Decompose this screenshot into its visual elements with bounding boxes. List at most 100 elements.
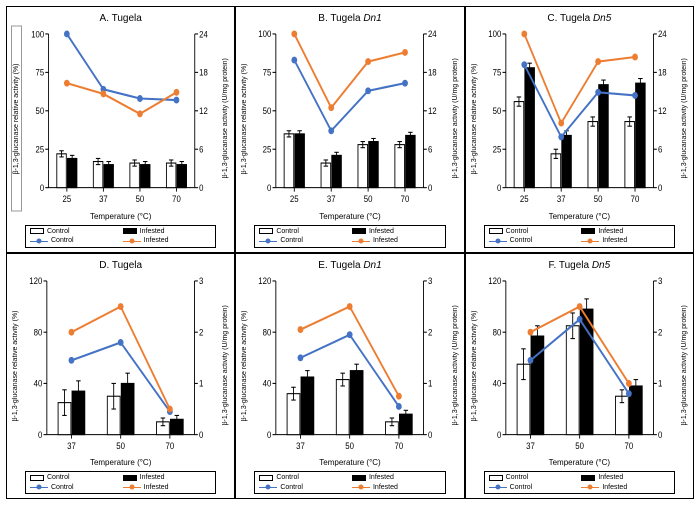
- line-swatch-icon: [259, 483, 277, 491]
- bar-swatch-icon: [352, 475, 366, 481]
- svg-text:40: 40: [263, 378, 272, 389]
- svg-text:0: 0: [199, 182, 204, 193]
- panel-title: C. Tugela Dn5: [468, 13, 691, 24]
- svg-text:2: 2: [658, 326, 663, 337]
- legend-bar-control-label: Control: [47, 474, 70, 481]
- legend-line-control: Control: [30, 483, 119, 491]
- bar-swatch-icon: [352, 228, 366, 234]
- svg-text:80: 80: [263, 326, 272, 337]
- line-swatch-icon: [489, 237, 507, 245]
- y-axis-right-label: β-1,3-glucanase activity (U/mg protein): [680, 273, 689, 459]
- svg-text:50: 50: [116, 440, 125, 451]
- svg-text:0: 0: [497, 429, 502, 440]
- svg-text:0: 0: [658, 429, 663, 440]
- svg-text:50: 50: [575, 440, 584, 451]
- svg-text:75: 75: [263, 67, 272, 78]
- svg-text:50: 50: [593, 194, 602, 205]
- svg-text:50: 50: [36, 105, 45, 116]
- svg-text:120: 120: [29, 275, 42, 286]
- svg-text:50: 50: [492, 105, 501, 116]
- x-axis-label: Temperature (°C): [9, 458, 232, 467]
- svg-text:25: 25: [492, 144, 501, 155]
- bar-swatch-icon: [123, 228, 137, 234]
- legend-line-control-label: Control: [51, 237, 74, 244]
- y-axis-left-label: β-1,3-glucanase relative activity (%): [240, 26, 249, 212]
- legend-bar-infested: Infested: [581, 474, 670, 481]
- legend-line-control-label: Control: [510, 484, 533, 491]
- svg-text:2: 2: [428, 326, 433, 337]
- legend-line-infested: Infested: [352, 237, 441, 245]
- svg-text:120: 120: [488, 275, 501, 286]
- svg-text:70: 70: [624, 440, 633, 451]
- legend-line-control: Control: [30, 237, 119, 245]
- legend-line-infested-label: Infested: [144, 484, 169, 491]
- chart-area: 02550751000612182425375070: [479, 26, 680, 212]
- svg-text:0: 0: [267, 429, 272, 440]
- svg-text:40: 40: [34, 378, 43, 389]
- legend-line-control: Control: [259, 483, 348, 491]
- svg-text:18: 18: [428, 67, 437, 78]
- svg-text:12: 12: [428, 105, 437, 116]
- y-axis-left-label: β-1,3-glucanase relative activity (%): [470, 273, 479, 459]
- legend-line-control: Control: [259, 237, 348, 245]
- svg-text:50: 50: [136, 194, 145, 205]
- svg-text:50: 50: [364, 194, 373, 205]
- svg-text:12: 12: [658, 105, 667, 116]
- svg-text:0: 0: [40, 182, 45, 193]
- chart-area: 02550751000612182425375070: [249, 26, 450, 212]
- y-axis-left-label: β-1,3-glucanase relative activity (%): [11, 273, 20, 459]
- line-swatch-icon: [30, 237, 48, 245]
- panel-E: E. Tugela Dn1β-1,3-glucanase relative ac…: [235, 253, 464, 500]
- panel-title: B. Tugela Dn1: [238, 13, 461, 24]
- chart-wrap: β-1,3-glucanase relative activity (%) 0 40…: [468, 273, 691, 459]
- bar-swatch-icon: [259, 228, 273, 234]
- svg-text:70: 70: [172, 194, 181, 205]
- legend-bar-infested-label: Infested: [140, 228, 165, 235]
- x-axis-label: Temperature (°C): [468, 212, 691, 221]
- svg-text:25: 25: [63, 194, 72, 205]
- legend: ControlInfestedControlInfested: [484, 471, 675, 494]
- line-swatch-icon: [489, 483, 507, 491]
- legend: Control Infested Control Infested: [484, 225, 675, 248]
- x-axis-label: Temperature (°C): [238, 458, 461, 467]
- x-axis-label: Temperature (°C): [468, 458, 691, 467]
- legend-bar-infested: Infested: [581, 228, 670, 235]
- legend-line-control-label: Control: [510, 237, 533, 244]
- legend-line-infested: Infested: [352, 483, 441, 491]
- svg-text:120: 120: [259, 275, 272, 286]
- svg-text:0: 0: [658, 182, 663, 193]
- panel-title: F. Tugela Dn5: [468, 260, 691, 271]
- svg-text:37: 37: [296, 440, 305, 451]
- svg-text:0: 0: [428, 429, 433, 440]
- line-swatch-icon: [352, 483, 370, 491]
- bar-swatch-icon: [259, 475, 273, 481]
- svg-text:70: 70: [395, 440, 404, 451]
- svg-text:12: 12: [199, 105, 208, 116]
- bar-swatch-icon: [489, 475, 503, 481]
- chart-svg: 02550751000612182425375070: [249, 26, 450, 212]
- x-axis-label: Temperature (°C): [238, 212, 461, 221]
- svg-text:0: 0: [267, 182, 272, 193]
- legend-line-control: Control: [489, 237, 578, 245]
- panel-A: A. Tugelaβ-1,3-glucanase relative activi…: [6, 6, 235, 253]
- legend-bar-control-label: Control: [47, 228, 70, 235]
- chart-wrap: β-1,3-glucanase relative activity (%)025…: [238, 26, 461, 212]
- legend-line-infested: Infested: [581, 237, 670, 245]
- legend-bar-control-label: Control: [506, 228, 529, 235]
- chart-svg: 02550751000612182425375070: [22, 26, 221, 212]
- panel-D: D. Tugelaβ-1,3-glucanase relative activi…: [6, 253, 235, 500]
- svg-text:40: 40: [492, 378, 501, 389]
- legend: ControlInfestedControlInfested: [254, 471, 445, 494]
- legend-line-infested-label: Infested: [602, 484, 627, 491]
- chart-wrap: β-1,3-glucanase relative activity (%)025…: [468, 26, 691, 212]
- legend-line-infested: Infested: [123, 237, 212, 245]
- svg-text:37: 37: [67, 440, 76, 451]
- legend-bar-infested: Infested: [123, 474, 212, 481]
- svg-text:37: 37: [99, 194, 108, 205]
- chart-wrap: β-1,3-glucanase relative activity (%)040…: [9, 273, 232, 459]
- svg-text:80: 80: [34, 326, 43, 337]
- legend-line-control: Control: [489, 483, 578, 491]
- legend-bar-control: Control: [30, 228, 119, 235]
- svg-text:18: 18: [199, 67, 208, 78]
- legend: Control Infested Control Infested: [25, 471, 216, 494]
